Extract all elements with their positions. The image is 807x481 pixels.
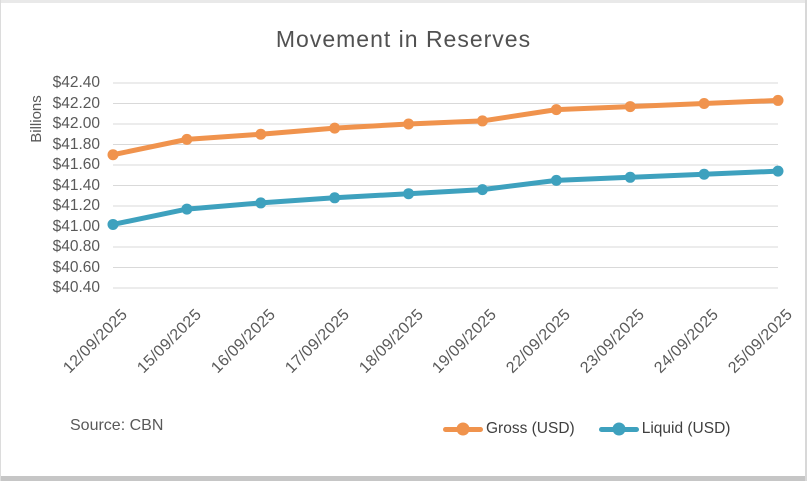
legend-item-liquid: Liquid (USD)	[598, 420, 731, 438]
y-tick-label: $41.00	[52, 217, 100, 235]
legend-label-gross: Gross (USD)	[486, 420, 575, 437]
data-point	[476, 184, 488, 196]
data-point	[772, 165, 784, 177]
gross-series-marker-icon	[443, 422, 483, 436]
gross-series-dot-icon	[456, 422, 470, 436]
data-point	[403, 118, 415, 130]
y-tick-label: $42.00	[52, 115, 100, 132]
data-point	[624, 171, 636, 183]
data-point	[329, 122, 341, 134]
data-point	[107, 218, 119, 230]
y-tick-label: $42.40	[52, 74, 100, 91]
frame-edge-left	[0, 0, 1, 481]
data-point	[181, 203, 193, 215]
y-tick-label: $41.80	[52, 135, 100, 153]
chart-title: Movement in Reserves	[275, 26, 532, 52]
source-note: Source: CBN	[70, 417, 164, 434]
data-point	[107, 149, 119, 161]
legend-item-gross: Gross (USD)	[443, 420, 575, 438]
data-point	[329, 192, 341, 204]
series-line-gross-usd-	[110, 97, 781, 158]
legend: Gross (USD) Liquid (USD)	[443, 420, 730, 438]
y-tick-label: $40.80	[52, 238, 100, 255]
y-tick-label: $40.60	[52, 258, 100, 276]
data-point	[698, 98, 710, 109]
data-point	[255, 128, 267, 140]
data-point	[550, 104, 562, 116]
y-tick-label: $41.60	[52, 156, 100, 173]
data-point	[550, 174, 562, 186]
y-tick-label: $41.40	[52, 176, 100, 194]
series-line-liquid-usd-	[110, 168, 781, 227]
data-point	[698, 168, 710, 180]
liquid-series-dot-icon	[612, 422, 626, 436]
data-point	[181, 133, 193, 145]
frame-edge-top	[0, 0, 807, 3]
data-point	[476, 115, 488, 127]
liquid-series-marker-icon	[598, 422, 639, 436]
data-point	[403, 188, 415, 200]
frame-edge-right	[805, 0, 807, 481]
frame-edge-bottom	[0, 476, 807, 481]
y-tick-label: $41.20	[52, 197, 100, 214]
legend-label-liquid: Liquid (USD)	[641, 420, 731, 437]
y-tick-label: $40.40	[52, 279, 100, 296]
y-tick-label: $42.20	[52, 94, 100, 112]
data-point	[624, 101, 636, 113]
data-point	[772, 94, 784, 106]
data-point	[255, 197, 267, 209]
